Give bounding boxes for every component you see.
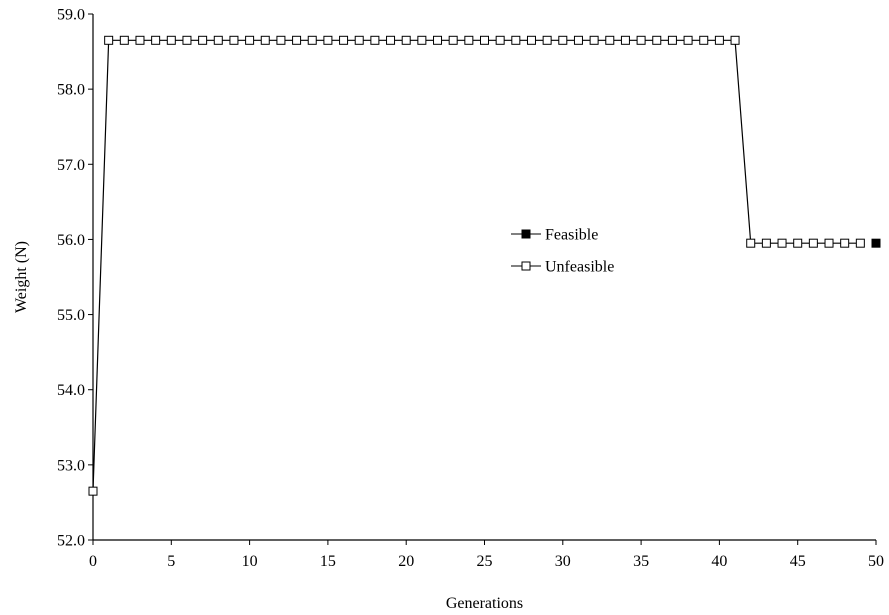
data-point-unfeasible xyxy=(213,35,223,45)
data-point-unfeasible xyxy=(589,35,599,45)
y-tick-label: 52.0 xyxy=(57,533,85,550)
data-point-unfeasible xyxy=(699,35,709,45)
data-point-unfeasible xyxy=(245,35,255,45)
data-point-unfeasible xyxy=(339,35,349,45)
data-point-unfeasible xyxy=(370,35,380,45)
x-tick-label: 25 xyxy=(477,553,493,570)
y-tick-label: 54.0 xyxy=(57,382,85,399)
legend-item-unfeasible: Unfeasible xyxy=(511,259,614,276)
data-point-unfeasible xyxy=(323,35,333,45)
y-tick-label: 55.0 xyxy=(57,307,85,324)
data-point-unfeasible xyxy=(793,238,803,248)
data-point-unfeasible xyxy=(620,35,630,45)
data-point-feasible xyxy=(871,238,881,248)
data-point-unfeasible xyxy=(636,35,646,45)
data-point-unfeasible xyxy=(761,238,771,248)
data-point-unfeasible xyxy=(104,35,114,45)
data-point-unfeasible xyxy=(511,35,521,45)
axes xyxy=(92,14,876,541)
x-tick-label: 20 xyxy=(398,553,414,570)
data-point-unfeasible xyxy=(276,35,286,45)
y-tick-label: 59.0 xyxy=(57,7,85,24)
data-point-unfeasible xyxy=(824,238,834,248)
y-axis-title: Weight (N) xyxy=(13,241,30,313)
x-tick-label: 0 xyxy=(89,553,97,570)
data-point-unfeasible xyxy=(151,35,161,45)
data-point-unfeasible xyxy=(182,35,192,45)
data-point-unfeasible xyxy=(119,35,129,45)
x-tick-label: 50 xyxy=(868,553,884,570)
data-point-unfeasible xyxy=(808,238,818,248)
data-point-unfeasible xyxy=(135,35,145,45)
data-point-unfeasible xyxy=(229,35,239,45)
series-line-unfeasible xyxy=(92,39,861,492)
data-point-unfeasible xyxy=(526,35,536,45)
data-point-unfeasible xyxy=(573,35,583,45)
y-tick-label: 58.0 xyxy=(57,82,85,99)
legend-label-feasible: Feasible xyxy=(545,227,598,244)
data-point-unfeasible xyxy=(198,35,208,45)
legend-item-feasible: Feasible xyxy=(511,227,598,244)
legend-label-unfeasible: Unfeasible xyxy=(545,259,614,276)
x-tick-label: 10 xyxy=(242,553,258,570)
x-axis-ticks: 0 5 10 15 20 25 30 35 40 45 50 xyxy=(89,540,884,570)
chart-series xyxy=(88,35,881,496)
x-tick-label: 45 xyxy=(790,553,806,570)
legend: Feasible Unfeasible xyxy=(511,227,614,276)
data-point-unfeasible xyxy=(777,238,787,248)
data-point-unfeasible xyxy=(840,238,850,248)
legend-marker-feasible xyxy=(521,229,531,239)
data-point-unfeasible xyxy=(417,35,427,45)
data-point-unfeasible xyxy=(667,35,677,45)
data-point-unfeasible xyxy=(605,35,615,45)
data-point-unfeasible xyxy=(542,35,552,45)
y-axis-ticks: 52.0 53.0 54.0 55.0 56.0 57.0 58.0 59.0 xyxy=(57,7,93,550)
x-tick-label: 40 xyxy=(711,553,727,570)
data-point-unfeasible xyxy=(652,35,662,45)
data-point-unfeasible xyxy=(558,35,568,45)
legend-marker-unfeasible xyxy=(521,261,531,271)
data-point-unfeasible xyxy=(714,35,724,45)
data-point-unfeasible xyxy=(307,35,317,45)
data-point-unfeasible xyxy=(88,486,98,496)
data-point-unfeasible xyxy=(292,35,302,45)
x-tick-label: 30 xyxy=(555,553,571,570)
data-point-unfeasible xyxy=(464,35,474,45)
x-axis-title: Generations xyxy=(446,595,523,612)
data-point-unfeasible xyxy=(433,35,443,45)
x-tick-label: 5 xyxy=(167,553,175,570)
data-point-unfeasible xyxy=(855,238,865,248)
x-tick-label: 15 xyxy=(320,553,336,570)
y-tick-label: 53.0 xyxy=(57,457,85,474)
data-point-unfeasible xyxy=(495,35,505,45)
data-point-unfeasible xyxy=(260,35,270,45)
data-point-unfeasible xyxy=(480,35,489,45)
x-tick-label: 35 xyxy=(633,553,649,570)
data-point-unfeasible xyxy=(448,35,458,45)
data-point-unfeasible xyxy=(730,35,740,45)
y-tick-label: 57.0 xyxy=(57,157,85,174)
y-tick-label: 56.0 xyxy=(57,232,85,249)
data-point-unfeasible xyxy=(386,35,396,45)
data-point-unfeasible xyxy=(746,238,756,248)
data-point-unfeasible xyxy=(401,35,411,45)
data-point-unfeasible xyxy=(683,35,693,45)
data-point-unfeasible xyxy=(166,35,176,45)
data-point-unfeasible xyxy=(354,35,364,45)
